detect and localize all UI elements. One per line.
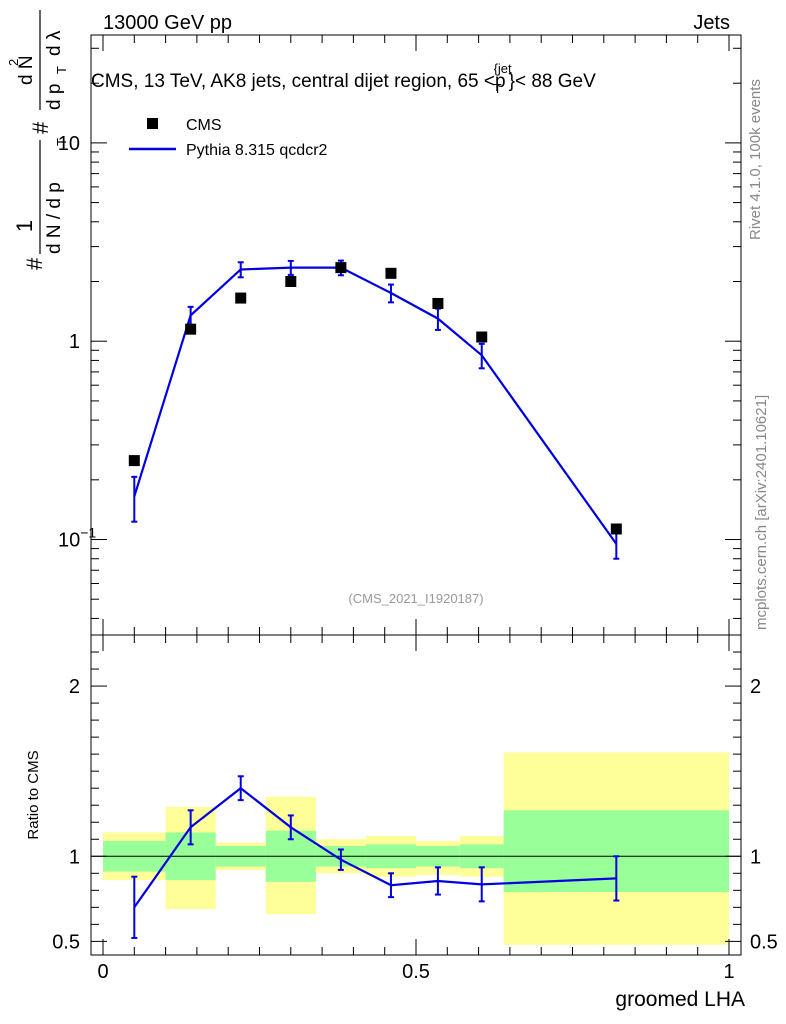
cms-point: [285, 276, 297, 288]
main-title: CMS, 13 TeV, AK8 jets, central dijet reg…: [91, 61, 596, 96]
svg-text:T: T: [54, 66, 69, 74]
x-tick-label: 0: [97, 961, 108, 983]
ratio-ytick-label-right: 2: [750, 676, 761, 698]
cms-point: [335, 262, 347, 274]
x-tick-label: 0.5: [402, 961, 430, 983]
cms-point: [128, 455, 140, 467]
svg-text:d N / d p: d N / d p: [44, 182, 65, 254]
main-ytick-label: 10−1: [58, 525, 96, 552]
cms-point: [185, 323, 197, 335]
svg-text:2: 2: [6, 59, 21, 66]
cms-point: [385, 267, 397, 279]
legend-cms-marker: [147, 118, 158, 129]
x-tick-label: 1: [723, 961, 734, 983]
ratio-ylabel: Ratio to CMS: [25, 750, 42, 839]
ratio-ytick-label-right: 0.5: [750, 931, 778, 953]
cms-point: [235, 292, 247, 304]
svg-text:d p: d p: [44, 84, 65, 110]
svg-text:d λ: d λ: [44, 30, 65, 56]
legend-pythia-label: Pythia 8.315 qcdcr2: [186, 142, 328, 159]
svg-text:#: #: [28, 121, 53, 134]
svg-text:d N: d N: [16, 55, 37, 85]
x-axis-label: groomed LHA: [615, 988, 745, 1011]
ratio-frame: [90, 634, 742, 956]
ratio-ytick-label-left: 2: [69, 676, 80, 698]
pythia-curve: [133, 266, 618, 545]
legend-cms-label: CMS: [186, 117, 222, 134]
cms-point: [610, 523, 622, 535]
main-ytick-label: 10: [58, 133, 80, 155]
ratio-ticks: 0.5 0.5 1 1 2 2 0 0.5 1: [52, 635, 778, 983]
ratio-ytick-label-right: 1: [750, 846, 761, 868]
svg-text:1: 1: [12, 220, 37, 232]
cms-point: [476, 331, 488, 343]
ratio-ytick-label-left: 1: [69, 846, 80, 868]
ratio-ytick-label-left: 0.5: [52, 931, 80, 953]
cms-point: [432, 297, 444, 309]
ratio-data: [131, 775, 620, 939]
main-ticks: 10−1 1 10: [58, 35, 741, 635]
header-right: Jets: [693, 12, 730, 34]
svg-text:#: #: [22, 257, 47, 270]
main-data: [128, 259, 622, 560]
rivet-label: Rivet 4.1.0, 100k events: [747, 79, 764, 240]
main-ytick-label: 1: [69, 331, 80, 353]
svg-text:T: T: [54, 138, 69, 146]
watermark: (CMS_2021_I1920187): [348, 591, 483, 606]
ratio-uncertainty-bands: [103, 752, 729, 945]
mcplots-label: mcplots.cern.ch [arXiv:2401.10621]: [753, 395, 770, 630]
main-ylabel: # 1 d N / d p T # d N 2 d p T d λ: [6, 10, 69, 270]
header-left: 13000 GeV pp: [103, 12, 232, 34]
